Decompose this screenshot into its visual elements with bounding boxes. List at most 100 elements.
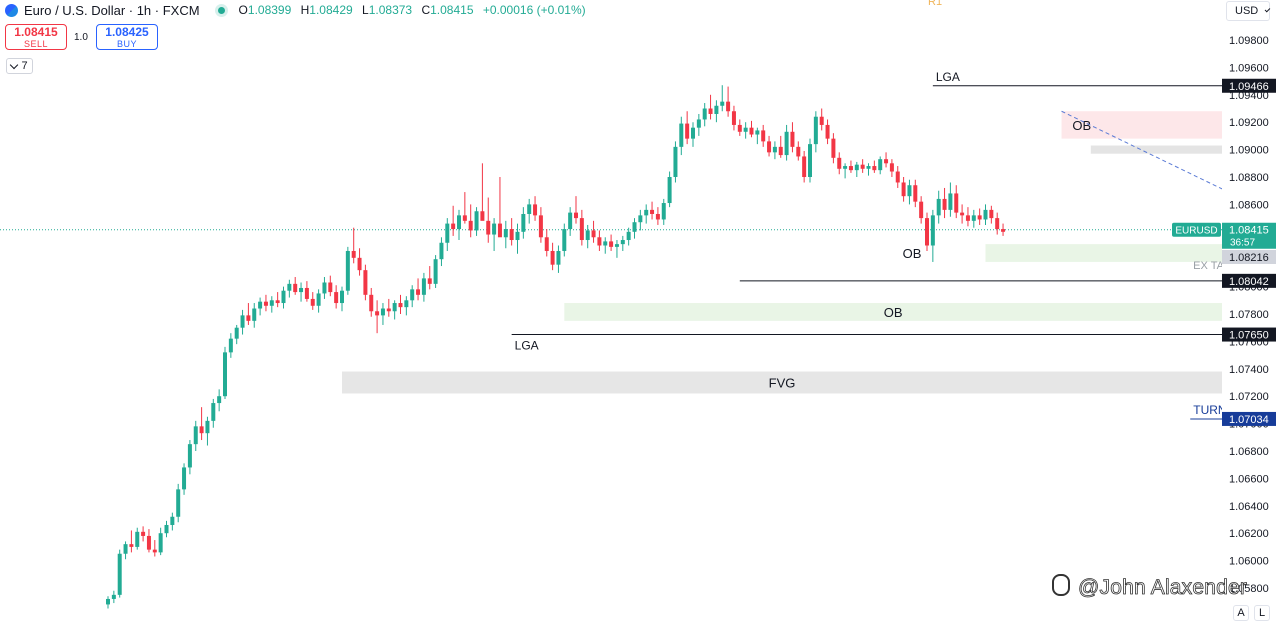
candle-body xyxy=(205,420,210,434)
candle-body xyxy=(977,215,982,220)
candle-body xyxy=(497,223,502,238)
candle-body xyxy=(930,215,935,246)
buy-button[interactable]: 1.08425 BUY xyxy=(96,24,158,50)
candle-body xyxy=(796,146,801,157)
candle-body xyxy=(995,218,1000,230)
candle-body xyxy=(813,116,818,145)
buy-label: BUY xyxy=(116,39,137,49)
indicators-toggle-button[interactable]: 7 xyxy=(6,58,33,74)
candle-body xyxy=(345,250,350,291)
y-tick-label: 1.08800 xyxy=(1229,172,1269,184)
candle-body xyxy=(556,250,561,265)
candle-body xyxy=(328,282,333,293)
candle-body xyxy=(258,301,263,309)
candle-body xyxy=(275,300,280,304)
candle-body xyxy=(445,223,450,243)
zone-ob-0 xyxy=(1061,111,1222,139)
r1-label: R1 xyxy=(928,0,943,8)
candle-body xyxy=(784,131,789,156)
candle-body xyxy=(492,223,497,235)
candle-body xyxy=(825,124,830,139)
candle-body xyxy=(211,403,216,421)
candle-body xyxy=(152,549,157,553)
candle-body xyxy=(685,123,690,139)
candle-body xyxy=(462,215,467,221)
candle-body xyxy=(187,444,192,468)
y-tick-label: 1.09400 xyxy=(1229,90,1269,102)
candle-body xyxy=(808,144,812,177)
candle-body xyxy=(720,101,725,106)
candle-body xyxy=(123,544,128,554)
y-tick-label: 1.09800 xyxy=(1229,35,1269,47)
candle-body xyxy=(708,108,713,114)
symbol-title[interactable]: Euro / U.S. Dollar · 1h · FXCM xyxy=(24,2,200,18)
candle-body xyxy=(925,218,929,246)
y-tick-label: 1.06600 xyxy=(1229,473,1269,485)
price-tag-bg xyxy=(1222,222,1276,249)
y-tick-label: 1.05800 xyxy=(1229,583,1269,595)
candle-body xyxy=(299,287,304,293)
candle-body xyxy=(667,177,672,204)
price-tag: 1.07650 xyxy=(1229,330,1269,342)
candle-body xyxy=(182,467,187,490)
candle-body xyxy=(480,211,485,221)
candle-body xyxy=(252,308,257,321)
ohlc-high-label: H xyxy=(300,3,310,17)
candle-body xyxy=(369,294,374,312)
ohlc-low: 1.08373 xyxy=(368,3,413,17)
candle-body xyxy=(550,250,555,265)
candle-body xyxy=(509,229,514,241)
candle-body xyxy=(515,231,520,241)
candle-body xyxy=(439,242,444,260)
candle-body xyxy=(878,159,883,171)
candle-body xyxy=(989,209,994,219)
currency-select[interactable]: USD xyxy=(1226,1,1271,21)
price-tag-bg xyxy=(1222,411,1276,426)
candle-body xyxy=(486,220,491,235)
candle-body xyxy=(357,257,362,271)
candle-body xyxy=(819,116,824,125)
candle-body xyxy=(158,533,163,553)
candle-body xyxy=(217,396,222,404)
candle-body xyxy=(117,553,122,595)
candle-body xyxy=(673,146,678,177)
candle-body xyxy=(644,209,649,216)
candle-body xyxy=(597,237,602,246)
candle-body xyxy=(269,300,274,306)
level-label: LGA xyxy=(515,339,539,353)
candle-body xyxy=(223,352,227,397)
candle-body xyxy=(960,212,965,216)
candle-body xyxy=(603,241,608,246)
price-tag-bg xyxy=(1222,78,1276,93)
candle-body xyxy=(293,283,298,293)
candle-body xyxy=(872,166,877,171)
candle-body xyxy=(854,164,859,171)
y-tick-label: 1.09600 xyxy=(1229,62,1269,74)
candle-body xyxy=(135,531,140,547)
candle-body xyxy=(363,270,368,295)
candle-body xyxy=(954,193,959,213)
y-tick-label: 1.08600 xyxy=(1229,199,1269,211)
log-scale-button[interactable]: L xyxy=(1254,605,1270,621)
price-tag-bg xyxy=(1222,327,1276,342)
watermark: @John Alaxender xyxy=(1052,574,1247,600)
zone-label: OB xyxy=(884,305,903,320)
candle-body xyxy=(568,212,573,230)
candle-body xyxy=(702,108,707,120)
auto-scale-button[interactable]: A xyxy=(1233,605,1249,621)
price-tag: 1.09466 xyxy=(1229,81,1269,93)
candle-body xyxy=(146,535,151,550)
candle-body xyxy=(421,278,426,295)
candle-body xyxy=(650,209,655,214)
y-tick-label: 1.07200 xyxy=(1229,391,1269,403)
candle-body xyxy=(843,166,848,169)
sell-button[interactable]: 1.08415 SELL xyxy=(5,24,67,50)
y-tick-label: 1.07800 xyxy=(1229,309,1269,321)
candle-body xyxy=(527,204,532,214)
candle-body xyxy=(884,159,889,164)
candle-body xyxy=(562,229,567,251)
candle-body xyxy=(521,213,526,232)
candle-body xyxy=(1001,229,1006,232)
